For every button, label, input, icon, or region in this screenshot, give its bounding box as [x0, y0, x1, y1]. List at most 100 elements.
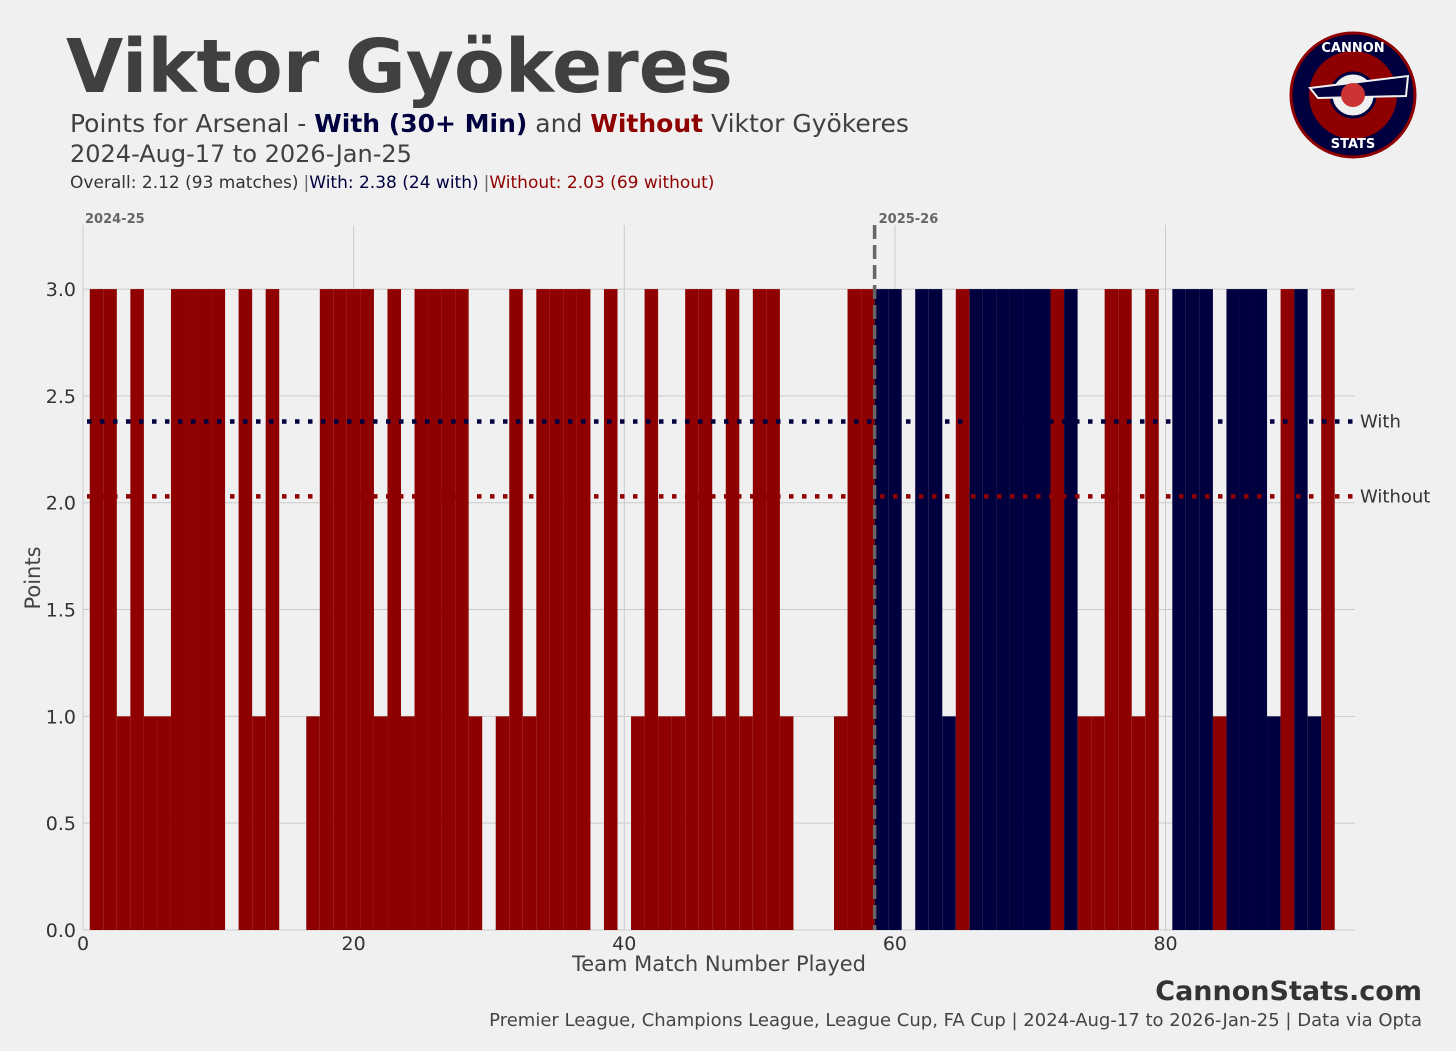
- bar: [1009, 289, 1024, 930]
- bar: [861, 289, 875, 930]
- bar: [143, 716, 158, 930]
- bar: [996, 289, 1010, 930]
- bar: [1212, 716, 1227, 930]
- x-axis-label: Team Match Number Played: [571, 952, 866, 976]
- date-range: 2024-Aug-17 to 2026-Jan-25: [70, 140, 412, 168]
- bar: [725, 289, 740, 930]
- x-tick-label: 80: [1153, 933, 1177, 955]
- y-tick-label: 3.0: [46, 279, 76, 301]
- bar: [1050, 289, 1065, 930]
- subtitle-part: Without: [590, 109, 703, 138]
- bar: [752, 289, 767, 930]
- bar: [888, 289, 902, 930]
- footer-brand: CannonStats.com: [1155, 976, 1422, 1007]
- bar: [766, 289, 780, 930]
- y-tick-label: 2.5: [46, 386, 76, 408]
- bar: [576, 289, 591, 930]
- logo: CANNON STATS: [1289, 31, 1417, 159]
- bar: [157, 716, 171, 930]
- bar: [455, 289, 469, 930]
- y-tick-label: 1.5: [46, 600, 76, 622]
- subtitle-part: and: [527, 109, 590, 138]
- bar: [184, 289, 199, 930]
- bar: [373, 716, 388, 930]
- bar: [265, 289, 280, 930]
- bar: [603, 289, 618, 930]
- y-tick-label: 0.5: [46, 813, 76, 835]
- bar: [671, 716, 686, 930]
- bar: [698, 289, 713, 930]
- season-label: 2024-25: [85, 212, 145, 227]
- stats-line: Overall: 2.12 (93 matches) |With: 2.38 (2…: [70, 173, 714, 193]
- stats-separator: |: [304, 173, 310, 193]
- subtitle-part: Viktor Gyökeres: [703, 109, 909, 138]
- bar: [982, 289, 997, 930]
- bar: [387, 289, 401, 930]
- x-tick-label: 60: [883, 933, 907, 955]
- bar: [874, 289, 889, 930]
- bar: [1118, 289, 1132, 930]
- bar: [1307, 716, 1322, 930]
- bar: [170, 289, 185, 930]
- bar: [211, 289, 226, 930]
- source-note: Premier League, Champions League, League…: [489, 1010, 1422, 1031]
- average-label: With: [1360, 412, 1401, 433]
- bar: [1267, 716, 1281, 930]
- bar: [1226, 289, 1240, 930]
- bar: [346, 289, 361, 930]
- bar: [401, 716, 415, 930]
- bar: [198, 289, 212, 930]
- y-axis-label: Points: [21, 546, 45, 609]
- chart-title: Viktor Gyökeres: [66, 24, 733, 110]
- bar: [319, 289, 334, 930]
- bar: [969, 289, 983, 930]
- subtitle-part: Points for Arsenal -: [70, 109, 314, 138]
- bar: [360, 289, 374, 930]
- bar: [955, 289, 970, 930]
- bar: [89, 289, 104, 930]
- bar: [468, 716, 483, 930]
- bar: [1185, 289, 1200, 930]
- stats-part: Overall: 2.12 (93 matches): [70, 173, 299, 193]
- bar: [306, 716, 320, 930]
- bar: [522, 716, 537, 930]
- bar: [1321, 289, 1335, 930]
- bar: [1172, 289, 1186, 930]
- chart-subtitle: Points for Arsenal - With (30+ Min) and …: [70, 109, 909, 138]
- bar: [644, 289, 659, 930]
- bar: [1239, 289, 1254, 930]
- bar: [238, 289, 253, 930]
- bar: [942, 716, 956, 930]
- y-tick-label: 2.0: [46, 493, 76, 515]
- bar: [414, 289, 429, 930]
- bar: [333, 289, 347, 930]
- bar: [1023, 289, 1037, 930]
- bar: [252, 716, 266, 930]
- bar: [563, 289, 577, 930]
- stats-separator: |: [484, 173, 490, 193]
- subtitle-part: With (30+ Min): [314, 109, 527, 138]
- x-tick-label: 40: [612, 933, 636, 955]
- logo-bottom-text: STATS: [1331, 137, 1376, 152]
- bar: [712, 716, 726, 930]
- bar: [1104, 289, 1119, 930]
- bar: [116, 716, 131, 930]
- bar: [130, 289, 144, 930]
- bar: [847, 289, 862, 930]
- bar: [928, 289, 943, 930]
- logo-top-text: CANNON: [1321, 41, 1384, 56]
- bar: [1253, 289, 1268, 930]
- stats-part: With: 2.38 (24 with): [309, 173, 478, 193]
- bar: [549, 289, 564, 930]
- stats-part: Without: 2.03 (69 without): [489, 173, 714, 193]
- bar: [1199, 289, 1213, 930]
- bar: [536, 289, 550, 930]
- logo-center: [1341, 83, 1365, 107]
- bar: [103, 289, 117, 930]
- x-tick-label: 20: [342, 933, 366, 955]
- bar: [495, 716, 510, 930]
- bar: [1064, 289, 1078, 930]
- bar: [1145, 289, 1159, 930]
- bar: [428, 289, 442, 930]
